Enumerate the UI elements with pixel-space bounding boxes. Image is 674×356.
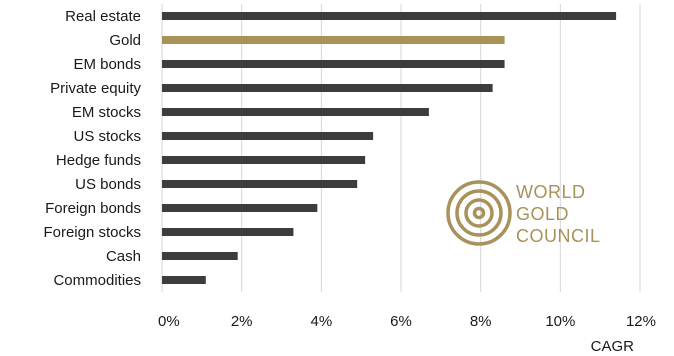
- bar-commodities: [162, 276, 206, 284]
- category-label: US bonds: [75, 176, 141, 193]
- x-axis-title: CAGR: [591, 338, 635, 355]
- x-tick-label: 4%: [310, 313, 332, 330]
- logo-rings-icon: [446, 180, 512, 246]
- category-label: Foreign bonds: [45, 200, 141, 217]
- x-tick-label: 12%: [626, 313, 656, 330]
- grid-lines: [161, 4, 641, 292]
- bar-em-stocks: [162, 108, 429, 116]
- bar-em-bonds: [162, 60, 505, 68]
- x-tick-label: 10%: [545, 313, 575, 330]
- x-axis-ticks: 0% 2% 4% 6% 8% 10% 12%: [158, 313, 656, 330]
- bar-gold: [162, 36, 505, 44]
- category-label: EM stocks: [72, 104, 141, 121]
- category-label: Gold: [109, 32, 141, 49]
- category-label: Commodities: [53, 272, 141, 289]
- category-label: US stocks: [73, 128, 141, 145]
- category-label: Cash: [106, 248, 141, 265]
- bar-foreign-bonds: [162, 204, 318, 212]
- category-labels: Real estate Gold EM bonds Private equity EM …: [43, 8, 141, 289]
- bar-cash: [162, 252, 238, 260]
- bar-hedge-funds: [162, 156, 366, 164]
- category-label: EM bonds: [73, 56, 141, 73]
- logo-line-3: COUNCIL: [516, 226, 601, 246]
- logo-line-1: WORLD: [516, 182, 586, 202]
- category-label: Real estate: [65, 8, 141, 25]
- bar-private-equity: [162, 84, 493, 92]
- bar-us-stocks: [162, 132, 374, 140]
- bar-real-estate: [162, 12, 617, 20]
- category-label: Hedge funds: [56, 152, 141, 169]
- bar-us-bonds: [162, 180, 358, 188]
- x-tick-label: 8%: [470, 313, 492, 330]
- logo-line-2: GOLD: [516, 204, 569, 224]
- category-label: Private equity: [50, 80, 141, 97]
- category-label: Foreign stocks: [43, 224, 141, 241]
- x-tick-label: 2%: [231, 313, 253, 330]
- bar-foreign-stocks: [162, 228, 294, 236]
- world-gold-council-logo: WORLD GOLD COUNCIL: [446, 180, 601, 246]
- x-tick-label: 6%: [390, 313, 412, 330]
- bars: [162, 12, 617, 284]
- x-tick-label: 0%: [158, 313, 180, 330]
